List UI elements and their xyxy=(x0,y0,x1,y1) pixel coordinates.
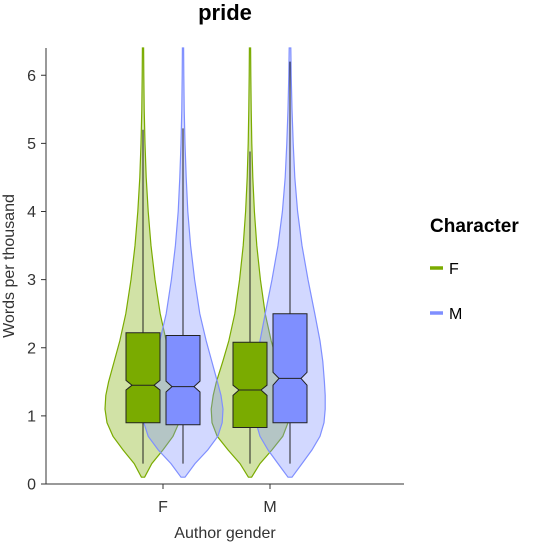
box-m-in-f xyxy=(165,335,201,426)
y-ticks: 0 1 2 3 4 5 6 xyxy=(27,68,46,494)
y-tick-label: 2 xyxy=(27,340,36,357)
box-f-in-f xyxy=(125,332,161,424)
y-tick-label: 0 xyxy=(27,477,36,494)
y-tick-label: 6 xyxy=(27,68,36,85)
box-layer xyxy=(125,61,308,464)
y-tick-label: 5 xyxy=(27,136,36,153)
legend-label-m: M xyxy=(449,306,462,323)
y-tick-label: 4 xyxy=(27,204,36,221)
box-m-in-m xyxy=(272,313,308,424)
legend: Character FM xyxy=(430,216,519,323)
y-axis-title: Words per thousand xyxy=(1,194,18,338)
x-tick-label: M xyxy=(263,499,276,516)
chart-title: pride xyxy=(198,0,252,25)
y-tick-label: 3 xyxy=(27,272,36,289)
box-f-in-m xyxy=(232,341,268,428)
y-tick-label: 1 xyxy=(27,408,36,425)
legend-entries: FM xyxy=(430,261,462,323)
legend-label-f: F xyxy=(449,261,459,278)
legend-title: Character xyxy=(430,216,519,237)
x-tick-label: F xyxy=(158,499,168,516)
x-axis-title: Author gender xyxy=(174,525,276,542)
